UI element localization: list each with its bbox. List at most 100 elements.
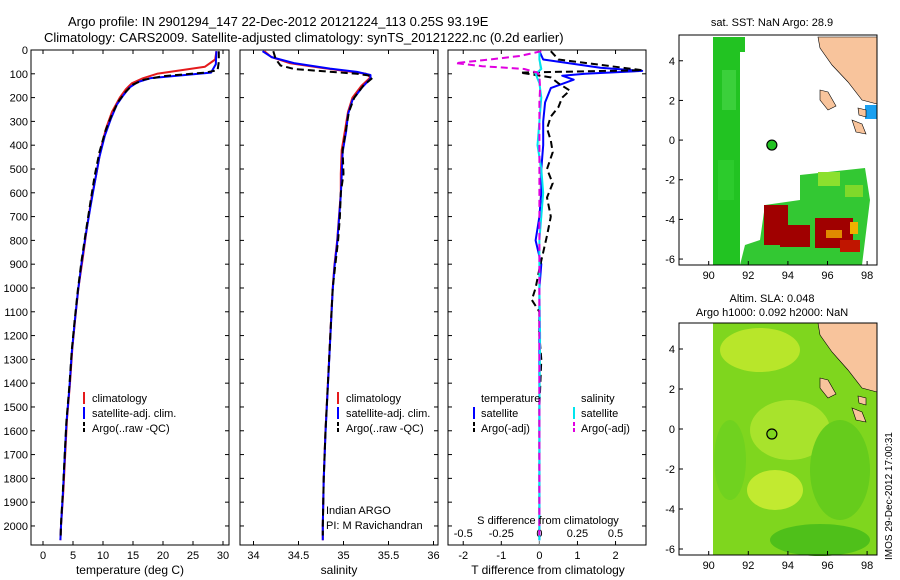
salinity-annotation-pi: PI: M Ravichandran (326, 520, 423, 532)
map-y-tick-label: -6 (665, 544, 675, 556)
map-y-tick-label: 2 (669, 384, 675, 396)
map-y-tick-label: 2 (669, 95, 675, 107)
sla-land-island-3 (857, 395, 867, 406)
x-tick-label: 20 (157, 550, 169, 562)
x-tick-label: 5 (70, 550, 76, 562)
difference-legend-t-argo: Argo(-adj) (481, 423, 530, 435)
temperature-panel: 0 5 10 15 20 25 300100200300400500600700800900… (4, 45, 230, 577)
y-tick-label: 400 (10, 140, 28, 152)
series-argo-raw-qc- (272, 50, 374, 536)
sla-argo-position-marker (766, 428, 778, 440)
sst-land-island-1 (819, 89, 837, 111)
x-tick-label: 35 (337, 550, 349, 562)
x-tick-label: 25 (187, 550, 199, 562)
map-x-tick-label: 90 (703, 560, 715, 572)
x-tick-label: 15 (127, 550, 139, 562)
map-x-tick-label: 92 (742, 560, 754, 572)
sla-green-blob-west (714, 420, 746, 500)
y-tick-label: 1600 (4, 426, 28, 438)
sst-red-block-2 (780, 225, 810, 247)
y-tick-label: 600 (10, 188, 28, 200)
y-tick-label: 500 (10, 164, 28, 176)
salinity-series (261, 50, 374, 541)
map-x-tick-label: 98 (861, 560, 873, 572)
figure-title-line-2: Climatology: CARS2009. Satellite-adjuste… (44, 30, 564, 45)
s-tick-label: -0.25 (489, 528, 514, 540)
temperature-x-label: temperature (deg C) (76, 563, 184, 577)
salinity-legend-argo: Argo(..raw -QC) (346, 423, 424, 435)
sst-red-block-4 (840, 240, 860, 252)
sst-yellowgreen-patch-1 (818, 172, 840, 186)
salinity-legend: climatology satellite-adj. clim. Argo(..… (337, 392, 430, 435)
sst-map-title: sat. SST: NaN Argo: 28.9 (711, 17, 833, 29)
sla-yellow-blob-center (750, 400, 830, 460)
sst-argo-position-marker (766, 139, 778, 151)
salinity-annotation-program: Indian ARGO (326, 505, 391, 517)
sst-orange-patch-2 (850, 222, 858, 234)
x-tick-label: 0 (40, 550, 46, 562)
y-tick-label: 700 (10, 212, 28, 224)
sla-map-frame (678, 322, 878, 556)
difference-legend-t-satellite: satellite (481, 408, 518, 420)
y-tick-label: 1700 (4, 450, 28, 462)
map-y-tick-label: 0 (669, 424, 675, 436)
sla-field (713, 323, 877, 556)
sst-yellowgreen-patch-2 (845, 185, 863, 197)
x-tick-label: 0 (536, 550, 542, 562)
sla-green-blob-east (810, 420, 870, 520)
s-tick-label: -0.5 (454, 528, 473, 540)
sla-land (817, 322, 878, 423)
s-tick-label: 0.5 (608, 528, 623, 540)
temperature-plot-frame (30, 49, 230, 546)
figure-title-line-1: Argo profile: IN 2901294_147 22-Dec-2012… (68, 14, 489, 29)
y-tick-label: 1200 (4, 331, 28, 343)
map-y-tick-label: -2 (665, 175, 675, 187)
salinity-axes: 34 34.5 35 35.5 36 (240, 49, 440, 562)
difference-s-label: S difference from climatology (477, 515, 619, 527)
sst-cyan-patch (865, 105, 877, 119)
y-tick-label: 1800 (4, 473, 28, 485)
x-tick-label: 34 (247, 550, 259, 562)
sst-green-patch-1 (722, 70, 736, 110)
difference-legend: temperature satellite Argo(-adj) salinit… (473, 393, 630, 435)
y-tick-label: 1100 (4, 307, 28, 319)
sla-map-axes: 90 92 94 96 98 4 2 0 -2 -4 -6 (665, 344, 873, 572)
temperature-legend-climatology: climatology (92, 393, 148, 405)
difference-legend-salinity-heading: salinity (581, 393, 615, 405)
sla-map-title-line-1: Altim. SLA: 0.048 (730, 293, 815, 305)
series-satellite-adj-clim- (261, 50, 372, 541)
x-tick-label: -1 (496, 550, 506, 562)
salinity-legend-climatology: climatology (346, 393, 402, 405)
y-tick-label: 200 (10, 93, 28, 105)
y-tick-label: 1000 (4, 283, 28, 295)
map-y-tick-label: -4 (665, 504, 675, 516)
x-tick-label: 1 (574, 550, 580, 562)
x-tick-label: 10 (97, 550, 109, 562)
sst-green-patch-2 (718, 160, 734, 200)
salinity-panel: 34 34.5 35 35.5 36 salinity climatology sate… (239, 49, 440, 577)
map-y-tick-label: 4 (669, 56, 675, 68)
y-tick-label: 100 (10, 69, 28, 81)
sst-map-axes: 90 92 94 96 98 4 2 0 -2 -4 -6 (665, 56, 873, 282)
y-tick-label: 300 (10, 116, 28, 128)
y-tick-label: 0 (22, 45, 28, 57)
sla-land-island-1 (819, 377, 837, 399)
salinity-legend-satellite: satellite-adj. clim. (346, 408, 430, 420)
temperature-series (59, 51, 220, 541)
map-x-tick-label: 92 (742, 270, 754, 282)
sst-land-island-2 (851, 119, 867, 135)
map-x-tick-label: 90 (703, 270, 715, 282)
sla-dark-green-blob-south (770, 524, 870, 556)
salinity-x-label: salinity (321, 563, 358, 577)
temperature-axes: 0 5 10 15 20 25 300100200300400500600700800900… (4, 45, 230, 562)
sst-field (713, 37, 877, 265)
map-y-tick-label: 4 (669, 344, 675, 356)
sst-green-band-west (713, 37, 745, 265)
x-tick-label: 34.5 (288, 550, 309, 562)
temperature-legend-argo: Argo(..raw -QC) (92, 423, 170, 435)
map-y-tick-label: -4 (665, 214, 675, 226)
sst-land-island-3 (857, 107, 867, 118)
map-y-tick-label: -6 (665, 254, 675, 266)
difference-series (454, 50, 644, 541)
